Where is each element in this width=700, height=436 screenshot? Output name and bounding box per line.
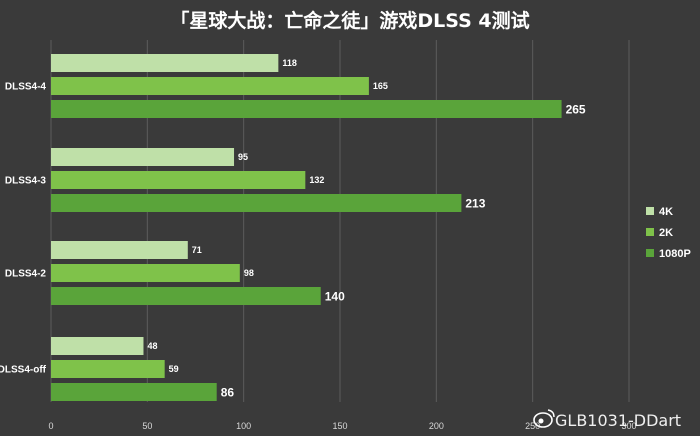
legend: 4K 2K 1080P [646,206,691,260]
x-tick-label: 250 [525,421,540,431]
legend-label: 1080P [659,248,691,260]
x-tick-label: 300 [621,421,636,431]
bar-1080p [51,383,217,401]
x-tick-labels: 0 50 100 150 200 250 300 [48,421,636,431]
legend-swatch [646,207,654,215]
bar-1080p [51,194,462,212]
category-label: DLSS4-off [0,365,47,376]
bar-value-label: 95 [238,152,248,162]
bar-2k [51,77,369,95]
bar-value-label: 48 [147,341,157,351]
x-tick-label: 50 [142,421,152,431]
bar-value-label: 265 [566,102,586,116]
bar-value-label: 118 [282,58,297,68]
bar-value-label: 98 [244,268,254,278]
bars [51,54,562,401]
legend-swatch [646,249,654,257]
bar-1080p [51,100,562,118]
legend-label: 2K [659,227,673,239]
bar-2k [51,360,165,378]
bar-1080p [51,287,321,305]
bar-value-label: 213 [465,196,485,210]
legend-swatch [646,228,654,236]
bar-4k [51,337,144,355]
category-label: DLSS4-3 [5,176,47,187]
bar-value-label: 59 [169,364,179,374]
x-tick-label: 100 [236,421,251,431]
chart-title: 「星球大战：亡命之徒」游戏DLSS 4测试 [170,9,529,32]
bar-value-label: 71 [192,245,202,255]
bar-value-label: 132 [309,175,324,185]
bar-2k [51,264,240,282]
bar-2k [51,171,306,189]
bar-4k [51,241,188,259]
x-tick-label: 0 [48,421,53,431]
watermark-text: GLB1031-DDart [555,411,681,430]
bar-4k [51,148,235,166]
value-labels: 118 165 265 95 132 213 71 98 140 48 59 86 [147,58,585,399]
category-labels: DLSS4-4 DLSS4-3 DLSS4-2 DLSS4-off [0,82,47,376]
bar-4k [51,54,279,72]
weibo-logo-icon [533,409,555,428]
bar-value-label: 165 [373,81,388,91]
category-label: DLSS4-4 [5,82,47,93]
x-tick-label: 200 [429,421,444,431]
category-label: DLSS4-2 [5,269,47,280]
bar-value-label: 140 [325,289,345,303]
legend-label: 4K [659,206,673,218]
x-tick-label: 150 [332,421,347,431]
watermark: GLB1031-DDart [533,409,681,430]
bar-value-label: 86 [221,385,235,399]
